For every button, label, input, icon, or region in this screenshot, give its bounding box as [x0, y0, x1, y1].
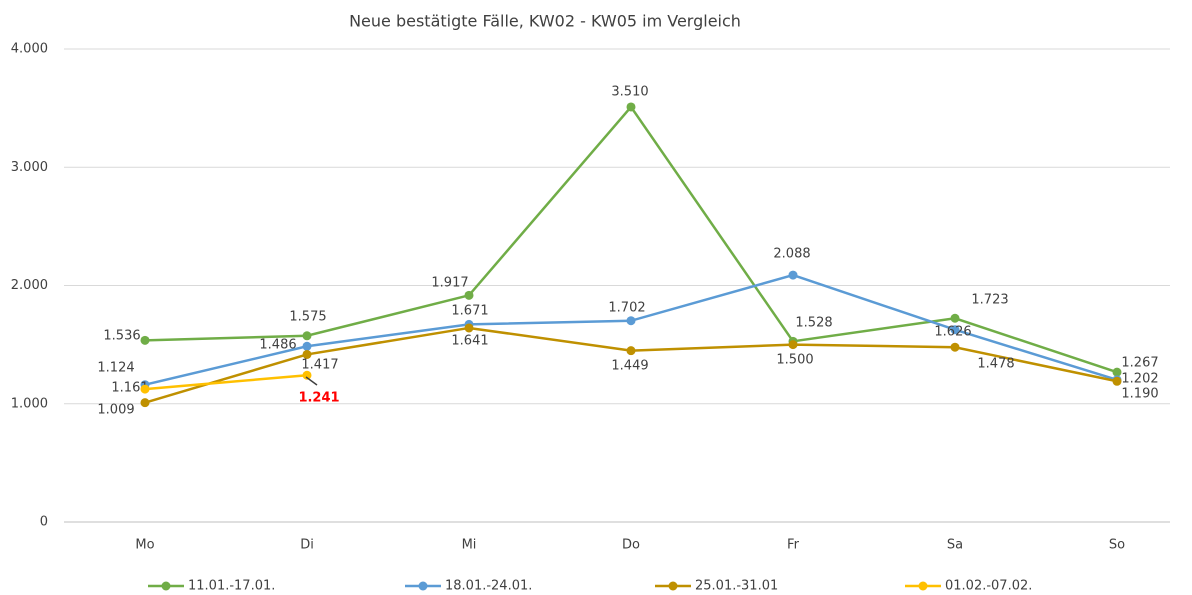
data-label: 1.536 — [103, 329, 140, 344]
data-label: 1.417 — [301, 358, 338, 373]
data-label: 1.500 — [776, 353, 813, 368]
x-tick-label: So — [1109, 538, 1125, 553]
legend-marker — [668, 581, 678, 591]
data-label: 1.723 — [971, 293, 1008, 308]
leader-line — [305, 376, 318, 386]
data-point — [464, 290, 474, 300]
data-point — [950, 325, 960, 335]
data-label: 3.510 — [611, 85, 648, 100]
data-label: 1.486 — [259, 338, 296, 353]
legend-marker — [418, 581, 428, 591]
data-point — [140, 384, 150, 394]
data-point — [302, 331, 312, 341]
data-point — [626, 316, 636, 326]
data-point — [140, 335, 150, 345]
y-tick-label: 1.000 — [11, 396, 48, 411]
data-label: 1.641 — [451, 334, 488, 349]
data-point — [140, 398, 150, 408]
data-label: 1.917 — [431, 276, 468, 291]
data-point — [464, 323, 474, 333]
data-label: 1.626 — [934, 325, 971, 340]
data-label: 1.702 — [608, 301, 645, 316]
data-label: 1.009 — [97, 403, 134, 418]
legend-label: 25.01.-31.01 — [695, 579, 778, 594]
legend-label: 11.01.-17.01. — [188, 579, 275, 594]
data-point — [788, 340, 798, 350]
data-label: 1.671 — [451, 304, 488, 319]
data-point — [788, 270, 798, 280]
x-tick-label: Mo — [135, 538, 154, 553]
data-label: 1.190 — [1121, 387, 1158, 402]
y-tick-label: 0 — [40, 515, 48, 530]
data-label: 2.088 — [773, 247, 810, 262]
y-tick-label: 2.000 — [11, 278, 48, 293]
data-point — [626, 102, 636, 112]
data-label: 1.161 — [111, 381, 148, 396]
legend-marker — [918, 581, 928, 591]
data-label: 1.449 — [611, 359, 648, 374]
series-line — [144, 374, 308, 391]
x-tick-label: Di — [300, 538, 314, 553]
data-point — [950, 342, 960, 352]
data-label: 1.241 — [298, 391, 339, 406]
legend-label: 18.01.-24.01. — [445, 579, 532, 594]
x-tick-label: Fr — [787, 538, 800, 553]
legend-label: 01.02.-07.02. — [945, 579, 1032, 594]
data-point — [1112, 367, 1122, 377]
data-point — [626, 346, 636, 356]
data-label: 1.528 — [795, 316, 832, 331]
data-label: 1.202 — [1121, 372, 1158, 387]
legend-marker — [161, 581, 171, 591]
chart-title: Neue bestätigte Fälle, KW02 - KW05 im Ve… — [349, 12, 741, 31]
data-label: 1.267 — [1121, 356, 1158, 371]
data-label: 1.478 — [977, 357, 1014, 372]
data-point — [1112, 376, 1122, 386]
data-point — [302, 349, 312, 359]
x-tick-label: Sa — [947, 538, 963, 553]
data-label: 1.124 — [97, 361, 134, 376]
data-point — [302, 370, 312, 380]
y-tick-label: 4.000 — [11, 42, 48, 57]
x-tick-label: Mi — [462, 538, 477, 553]
data-label: 1.575 — [289, 310, 326, 325]
data-point — [950, 313, 960, 323]
data-point — [302, 341, 312, 351]
x-tick-label: Do — [622, 538, 640, 553]
y-tick-label: 3.000 — [11, 160, 48, 175]
